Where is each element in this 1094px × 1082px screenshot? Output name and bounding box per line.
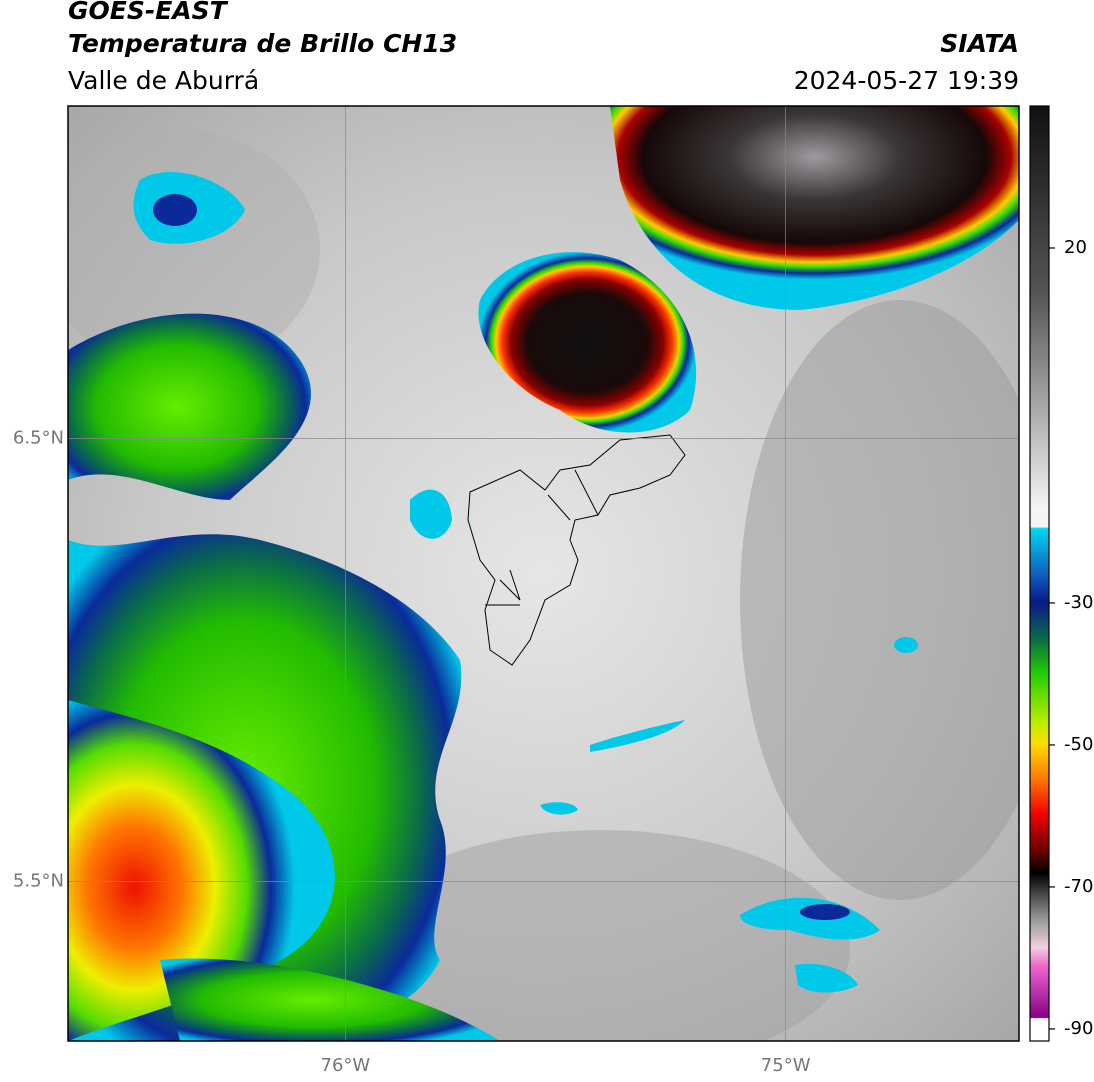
satellite-image (68, 106, 1019, 1041)
x-tick-label: 76°W (321, 1055, 371, 1076)
title: GOES-EAST (68, 0, 229, 25)
source: SIATA (940, 29, 1019, 58)
subtitle: Temperatura de Brillo CH13 (68, 29, 457, 58)
y-tick-label: 6.5°N (13, 427, 64, 448)
colorbar-tick-label: -30 (1064, 592, 1093, 613)
colorbar-tick-label: -90 (1064, 1018, 1093, 1039)
x-tick-label: 75°W (761, 1055, 811, 1076)
colorbar (1029, 105, 1050, 1042)
colorbar-tick-label: 20 (1064, 237, 1087, 258)
timestamp: 2024-05-27 19:39 (794, 66, 1019, 95)
y-tick-label: 5.5°N (13, 870, 64, 891)
region: Valle de Aburrá (68, 66, 259, 95)
map-frame (67, 105, 1020, 1042)
colorbar-tick-label: -70 (1064, 876, 1093, 897)
colorbar-tick-label: -50 (1064, 734, 1093, 755)
grid (68, 106, 1019, 1041)
